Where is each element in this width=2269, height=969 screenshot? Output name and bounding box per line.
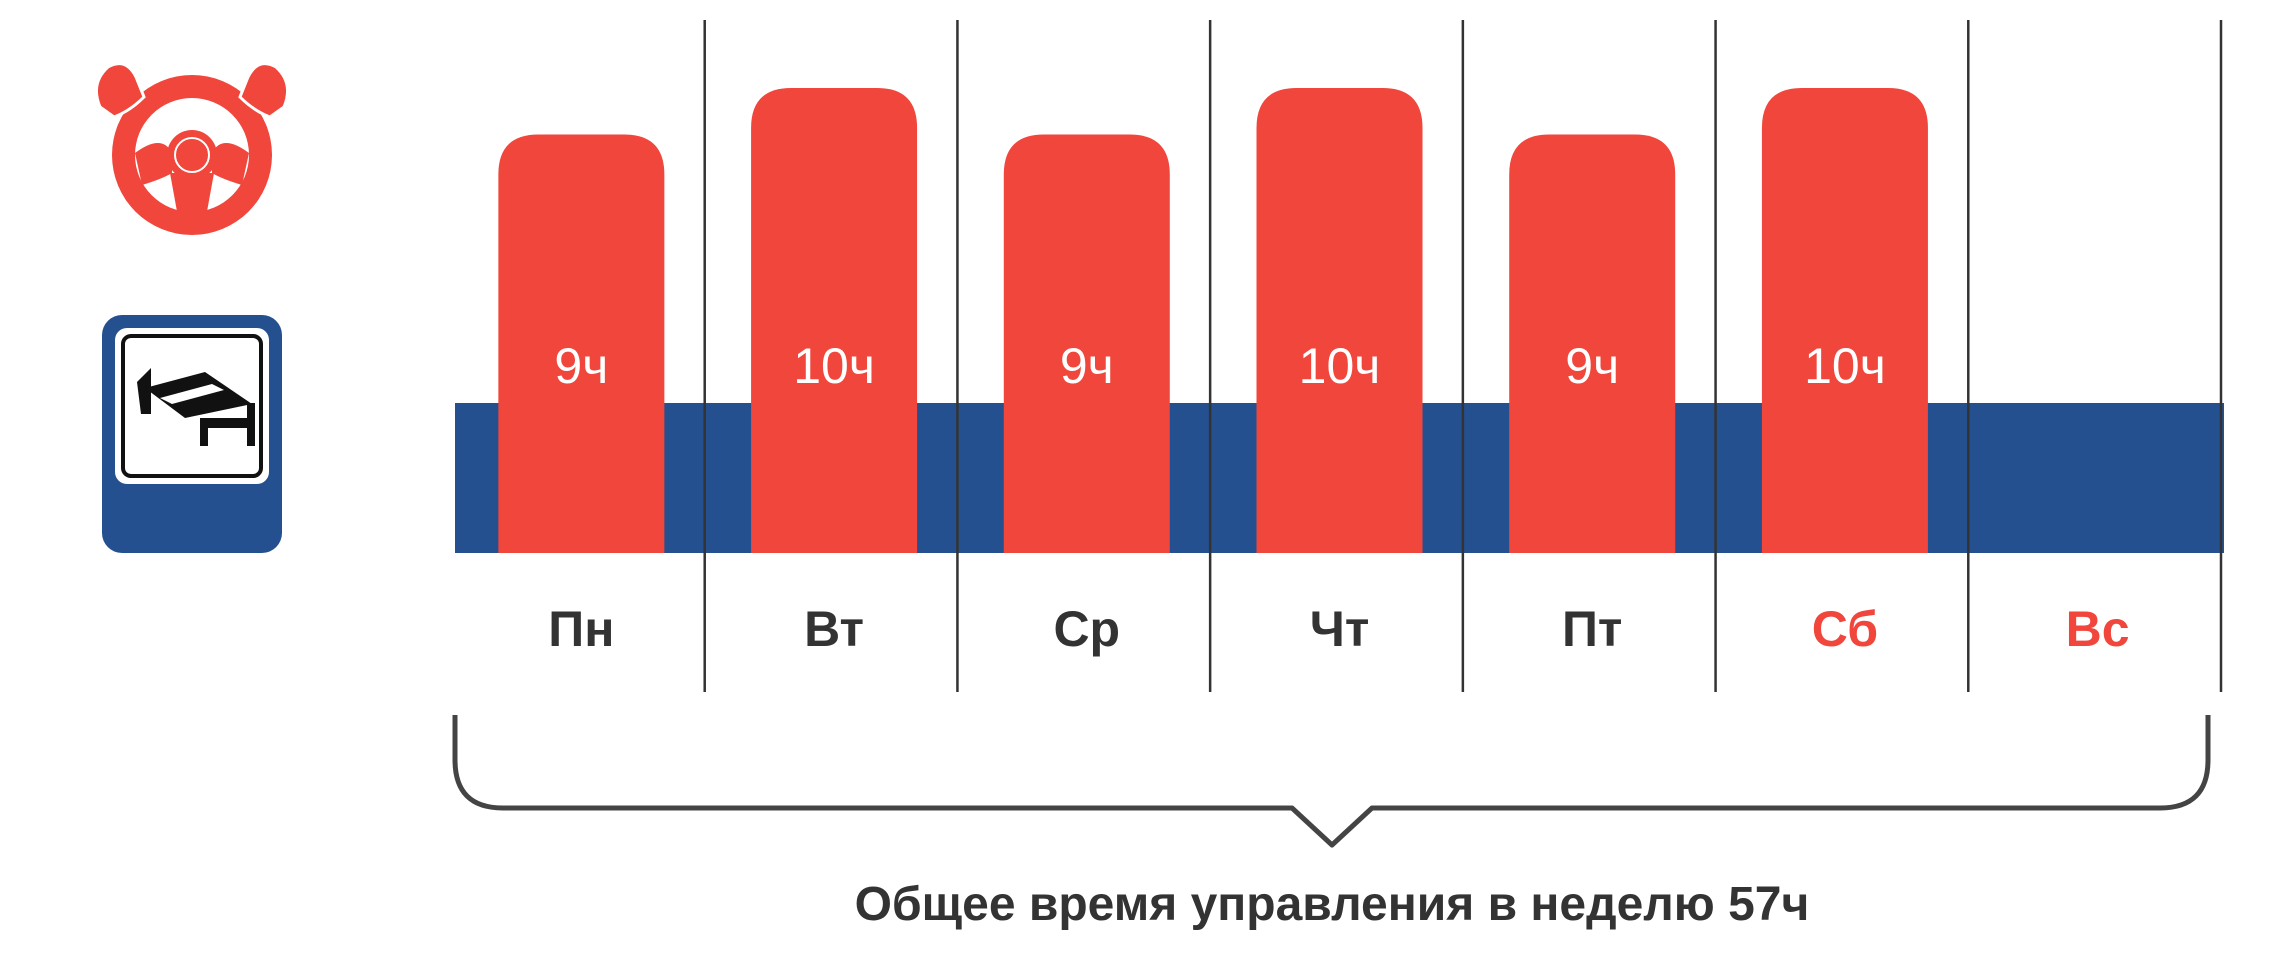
total-driving-summary: Общее время управления в неделю 57ч: [855, 878, 1810, 931]
bar-value-label: 10ч: [793, 338, 875, 394]
bar-5: [1509, 134, 1676, 553]
day-label: Вс: [2066, 601, 2130, 657]
day-label: Сб: [1812, 601, 1878, 657]
bar-6: [1761, 88, 1928, 553]
bar-4: [1256, 88, 1423, 553]
bar-value-label: 10ч: [1299, 338, 1381, 394]
day-dividers: [703, 20, 2223, 692]
total-bracket: [452, 715, 2211, 848]
bar-1: [498, 134, 665, 553]
day-label: Чт: [1310, 601, 1370, 657]
bar-3: [1003, 134, 1170, 553]
day-label: Ср: [1053, 601, 1120, 657]
day-label: Пн: [548, 601, 614, 657]
bar-value-label: 9ч: [554, 338, 608, 394]
steering-wheel-icon: [94, 62, 290, 235]
bed-icon: [102, 315, 282, 553]
bar-value-label: 9ч: [1060, 338, 1114, 394]
bar-2: [751, 88, 918, 553]
bar-group: [498, 88, 1928, 553]
bar-value-label: 10ч: [1804, 338, 1886, 394]
bar-value-labels: 9ч 10ч 9ч 10ч 9ч 10ч: [554, 338, 1885, 394]
day-label: Вт: [804, 601, 864, 657]
bar-value-label: 9ч: [1565, 338, 1619, 394]
day-labels: Пн Вт Ср Чт Пт Сб Вс: [548, 601, 2129, 657]
day-label: Пт: [1562, 601, 1622, 657]
